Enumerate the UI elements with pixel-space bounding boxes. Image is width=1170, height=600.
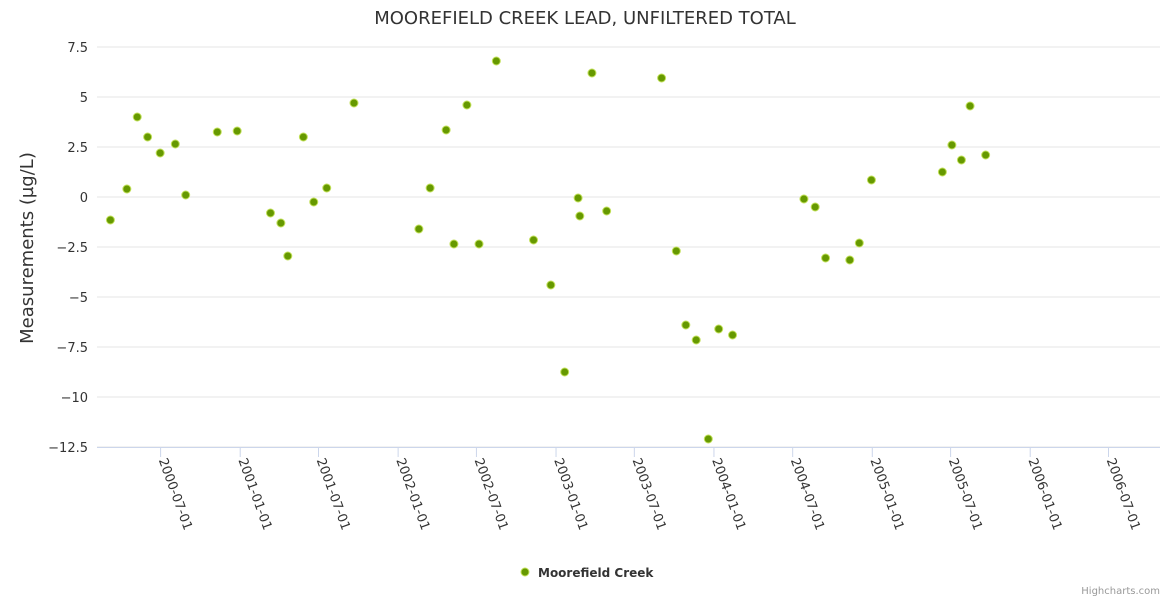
y-axis-title: Measurements (µg/L) [17, 152, 38, 344]
y-tick-label: −5 [69, 291, 88, 306]
data-point[interactable] [681, 320, 691, 330]
data-point[interactable] [587, 68, 597, 78]
data-point[interactable] [276, 218, 286, 228]
data-point[interactable] [845, 255, 855, 265]
data-point[interactable] [529, 235, 539, 245]
data-point[interactable] [232, 126, 242, 136]
data-point[interactable] [866, 175, 876, 185]
y-tick-label: −2.5 [56, 241, 88, 256]
data-point[interactable] [799, 194, 809, 204]
data-point[interactable] [947, 140, 957, 150]
data-point[interactable] [546, 280, 556, 290]
data-point[interactable] [449, 239, 459, 249]
y-tick-label: 2.5 [67, 141, 88, 156]
data-point[interactable] [441, 125, 451, 135]
data-point[interactable] [575, 211, 585, 221]
data-point[interactable] [462, 100, 472, 110]
data-point[interactable] [170, 139, 180, 149]
y-tick-labels: 7.5 5 2.5 0 −2.5 −5 −7.5 −10 −12.5 [48, 41, 88, 456]
data-point[interactable] [573, 193, 583, 203]
y-tick-label: 5 [80, 91, 88, 106]
data-point[interactable] [155, 148, 165, 158]
data-point[interactable] [965, 101, 975, 111]
y-tick-label: −10 [61, 391, 88, 406]
data-point[interactable] [349, 98, 359, 108]
data-point[interactable] [491, 56, 501, 66]
series-moorefield-creek [105, 56, 991, 444]
data-point[interactable] [283, 251, 293, 261]
chart-title: MOOREFIELD CREEK LEAD, UNFILTERED TOTAL [374, 8, 796, 29]
data-point[interactable] [937, 167, 947, 177]
data-point[interactable] [691, 335, 701, 345]
data-point[interactable] [671, 246, 681, 256]
credits-link[interactable]: Highcharts.com [1081, 586, 1160, 597]
data-point[interactable] [956, 155, 966, 165]
data-point[interactable] [854, 238, 864, 248]
data-point[interactable] [810, 202, 820, 212]
y-tick-label: 7.5 [67, 41, 88, 56]
data-point[interactable] [425, 183, 435, 193]
data-point[interactable] [414, 224, 424, 234]
data-point[interactable] [657, 73, 667, 83]
data-point[interactable] [821, 253, 831, 263]
data-point[interactable] [981, 150, 991, 160]
data-point[interactable] [602, 206, 612, 216]
data-point[interactable] [703, 434, 713, 444]
data-point[interactable] [105, 215, 115, 225]
data-point[interactable] [309, 197, 319, 207]
data-point[interactable] [122, 184, 132, 194]
legend[interactable]: Moorefield Creek [520, 566, 654, 580]
legend-marker-icon [520, 567, 530, 577]
data-point[interactable] [474, 239, 484, 249]
y-tick-label: 0 [80, 191, 88, 206]
data-point[interactable] [212, 127, 222, 137]
data-point[interactable] [181, 190, 191, 200]
data-point[interactable] [714, 324, 724, 334]
data-point[interactable] [322, 183, 332, 193]
y-tick-label: −12.5 [48, 441, 88, 456]
y-tick-label: −7.5 [56, 341, 88, 356]
data-point[interactable] [298, 132, 308, 142]
data-point[interactable] [728, 330, 738, 340]
data-point[interactable] [265, 208, 275, 218]
data-point[interactable] [143, 132, 153, 142]
data-point[interactable] [132, 112, 142, 122]
data-point[interactable] [560, 367, 570, 377]
legend-item-moorefield-creek[interactable]: Moorefield Creek [538, 566, 654, 580]
